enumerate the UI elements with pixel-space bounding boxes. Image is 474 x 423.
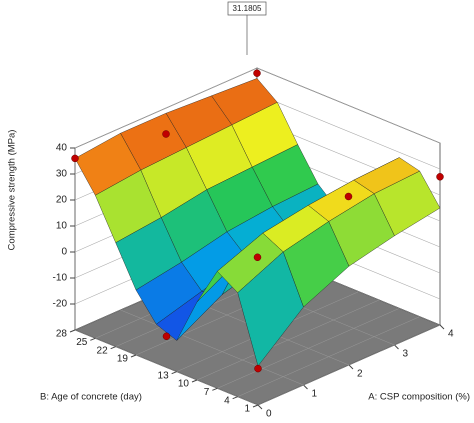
y-tick-label: 28 (56, 329, 68, 340)
floor-grid-line (74, 329, 259, 406)
design-point (253, 253, 262, 262)
z-tick-label: 0 (61, 247, 67, 258)
z-tick-label: -10 (53, 273, 68, 284)
y-tick-label: 25 (76, 337, 88, 348)
z-tick-label: 30 (56, 169, 68, 180)
x-tick (303, 384, 308, 390)
floor-grid-line (237, 316, 420, 397)
y-tick-label: 1 (244, 404, 250, 415)
y-tick (232, 396, 238, 400)
surface-patch (237, 251, 304, 367)
design-point (254, 364, 262, 373)
x-tick-label: 2 (357, 369, 363, 380)
floor-grid-line (257, 324, 441, 406)
x-tick-label: 4 (448, 329, 454, 340)
y-tick (212, 387, 218, 391)
y-tick (191, 379, 198, 383)
z-tick-label: 10 (56, 221, 68, 232)
floor-grid-line (196, 299, 380, 381)
z-tick-label: 40 (56, 143, 68, 154)
x-axis-label: A: CSP composition (%) (368, 392, 470, 403)
x-tick-label: 1 (312, 389, 318, 400)
y-tick-label: 4 (224, 395, 230, 406)
design-point (253, 69, 261, 77)
y-tick-label: 10 (178, 379, 190, 390)
y-tick (110, 346, 116, 350)
y-tick-label: 19 (117, 354, 129, 365)
design-point (344, 192, 353, 201)
y-tick (130, 354, 137, 358)
floor-grid-line (120, 309, 304, 386)
design-point (436, 173, 444, 181)
design-point (71, 154, 79, 163)
y-tick-label: 13 (158, 370, 170, 381)
y-tick (171, 371, 177, 375)
y-tick (252, 404, 259, 408)
floor-grid-line (217, 308, 400, 389)
y-tick-label: 22 (97, 345, 109, 356)
y-tick (69, 329, 76, 333)
design-point (162, 130, 170, 138)
y-axis-label: B: Age of concrete (day) (40, 392, 142, 403)
z-tick-label: -20 (53, 299, 68, 310)
x-tick (439, 324, 445, 330)
grid-line (74, 67, 441, 149)
z-tick-label: 20 (56, 195, 68, 206)
x-tick-label: 3 (403, 349, 409, 360)
z-axis-label: Compressive strength (MPa) (7, 130, 18, 251)
x-tick (348, 364, 354, 370)
y-tick (90, 337, 96, 341)
design-point (162, 332, 171, 341)
x-tick-label: 0 (266, 409, 272, 420)
y-tick-label: 7 (204, 387, 210, 398)
x-tick (257, 404, 263, 410)
x-tick (394, 344, 399, 350)
annotation: 31.1805 (233, 4, 262, 13)
